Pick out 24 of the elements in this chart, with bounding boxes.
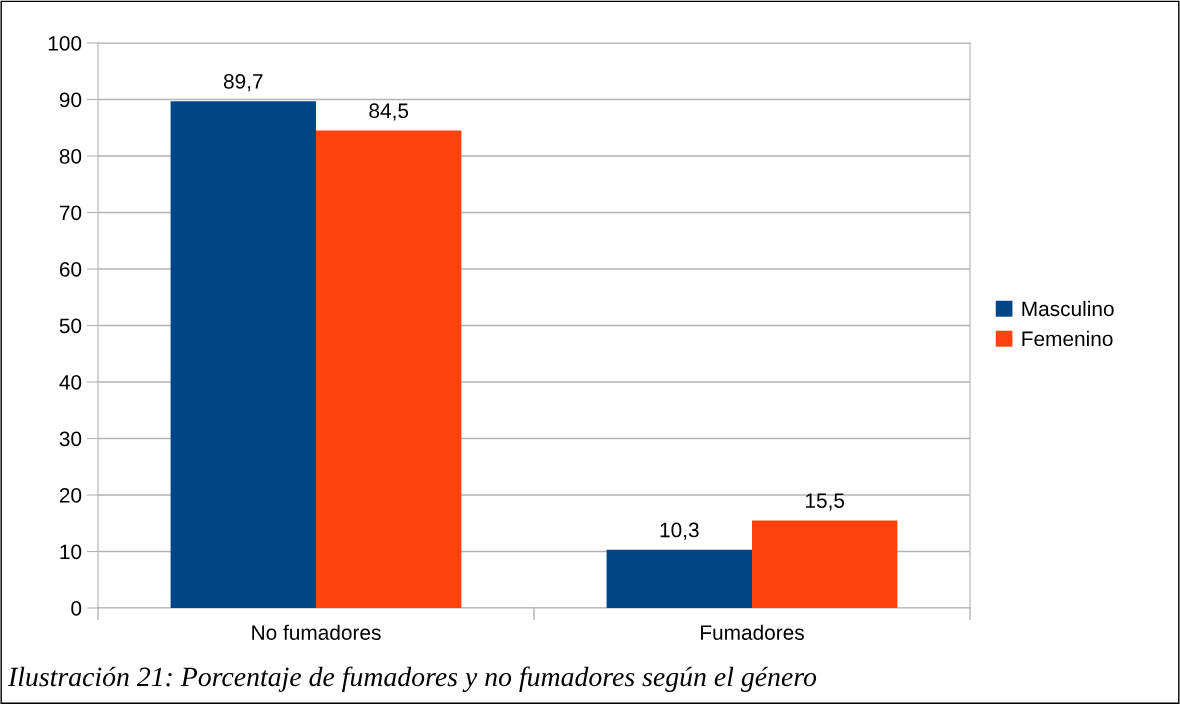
data-label: 89,7 (223, 73, 263, 92)
y-tick-label: 20 (59, 488, 82, 503)
bar (316, 130, 462, 608)
y-tick-label: 30 (59, 431, 82, 447)
legend-label: Masculino (1022, 300, 1114, 317)
y-tick-label: 100 (48, 36, 82, 51)
y-tick-label: 80 (59, 149, 82, 164)
legend-label: Femenino (1022, 330, 1113, 347)
y-tick-label: 90 (59, 92, 82, 108)
x-tick-label: Fumadores (701, 624, 804, 640)
data-label: 15,5 (806, 493, 845, 511)
data-label: 10,3 (660, 522, 699, 540)
y-tick-label: 60 (59, 262, 82, 277)
y-tick-label: 10 (60, 544, 82, 560)
text: Ilustración 21: Porcentaje de fumadores y no fumadores según el género (7, 666, 817, 692)
bar (170, 101, 316, 608)
data-label: 84,5 (369, 103, 409, 121)
y-tick-label: 70 (59, 205, 82, 221)
y-tick-label: 50 (59, 318, 82, 334)
bar (752, 520, 898, 608)
bar (606, 549, 752, 608)
y-tick-label: 40 (59, 375, 82, 390)
x-tick-label: No fumadores (252, 624, 381, 640)
y-tick-label: 0 (71, 601, 82, 616)
